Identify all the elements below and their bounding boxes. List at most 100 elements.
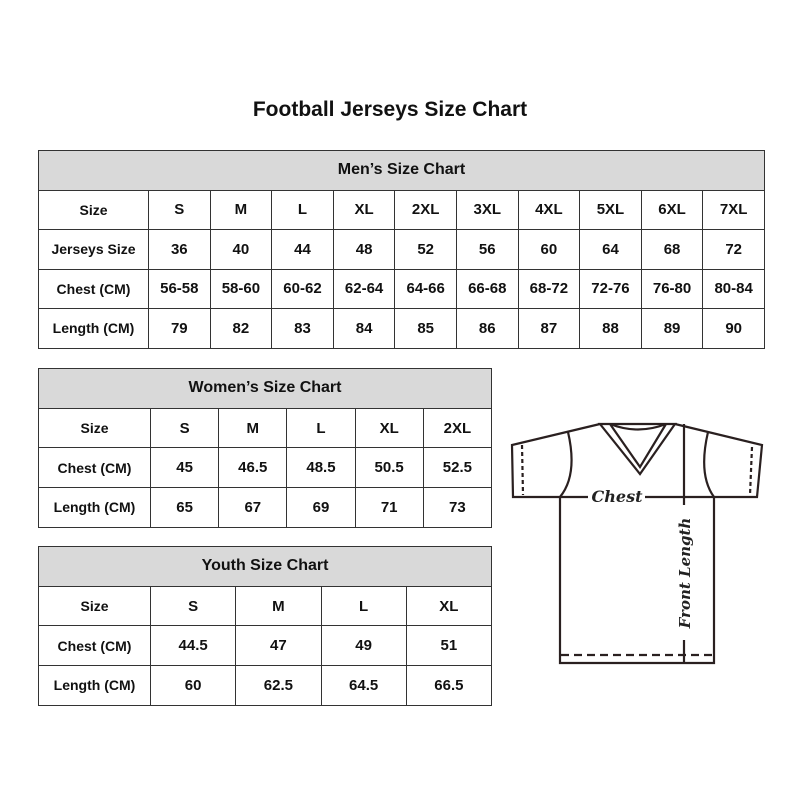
table-cell: 90 xyxy=(702,308,765,349)
table-cell: 84 xyxy=(332,308,396,349)
page-title: Football Jerseys Size Chart xyxy=(252,98,528,121)
table-cell: 71 xyxy=(354,487,424,528)
table-cell: M xyxy=(218,407,288,449)
table-cell: L xyxy=(286,407,356,449)
table-row: Length (CM) 65 67 69 71 73 xyxy=(38,487,493,528)
youth-size-table: Youth Size Chart Size S M L XL Chest (CM) 44.5 4… xyxy=(37,546,493,706)
table-cell: 76-80 xyxy=(640,268,704,309)
table-cell: 2XL xyxy=(394,189,457,230)
table-cell: 52 xyxy=(394,229,457,270)
table-row: Chest (CM) 45 46.5 48.5 50.5 52.5 xyxy=(38,447,493,489)
row-label: Chest (CM) xyxy=(38,268,149,309)
table-cell: 66-68 xyxy=(455,268,519,309)
table-cell: 65 xyxy=(149,487,220,528)
table-row: Chest (CM) 56-58 58-60 60-62 62-64 64-66 66-68… xyxy=(38,268,765,309)
table-cell: 4XL xyxy=(517,189,581,230)
table-cell: 86 xyxy=(455,308,519,349)
table-cell: 87 xyxy=(517,308,581,349)
table-cell: M xyxy=(209,189,273,230)
table-cell: 44 xyxy=(271,229,334,270)
table-cell: S xyxy=(149,585,237,627)
jersey-outline xyxy=(510,422,764,665)
table-cell: 89 xyxy=(640,308,704,349)
table-cell: 64 xyxy=(579,229,642,270)
table-cell: 66.5 xyxy=(405,665,493,706)
row-label: Size xyxy=(38,407,151,449)
table-cell: 85 xyxy=(394,308,457,349)
table-cell: 50.5 xyxy=(354,447,424,489)
table-cell: 64-66 xyxy=(394,268,457,309)
table-row: Size S M L XL xyxy=(38,585,493,627)
table-cell: 45 xyxy=(149,447,220,489)
table-cell: L xyxy=(320,585,407,627)
table-cell: 60-62 xyxy=(271,268,334,309)
men-table-caption: Men’s Size Chart xyxy=(38,150,765,191)
table-cell: 48 xyxy=(332,229,396,270)
table-cell: 88 xyxy=(579,308,642,349)
row-label: Length (CM) xyxy=(38,308,149,349)
table-cell: 64.5 xyxy=(320,665,407,706)
table-cell: 56 xyxy=(455,229,519,270)
table-row: Jerseys Size 36 40 44 48 52 56 60 64 68 72 xyxy=(38,229,765,270)
table-cell: S xyxy=(149,407,220,449)
table-cell: XL xyxy=(354,407,424,449)
table-cell: M xyxy=(235,585,322,627)
table-cell: L xyxy=(271,189,334,230)
chest-label: Chest xyxy=(592,487,644,506)
table-cell: 69 xyxy=(286,487,356,528)
table-cell: 58-60 xyxy=(209,268,273,309)
table-cell: 46.5 xyxy=(218,447,288,489)
table-cell: 67 xyxy=(218,487,288,528)
table-row: Size S M L XL 2XL xyxy=(38,407,493,449)
row-label: Length (CM) xyxy=(38,487,151,528)
table-cell: S xyxy=(148,189,211,230)
table-cell: 44.5 xyxy=(149,625,237,667)
table-cell: 62-64 xyxy=(332,268,396,309)
table-cell: 7XL xyxy=(702,189,765,230)
table-cell: 62.5 xyxy=(235,665,322,706)
table-cell: 2XL xyxy=(422,407,493,449)
youth-table-caption: Youth Size Chart xyxy=(37,546,493,587)
table-cell: 5XL xyxy=(579,189,642,230)
table-cell: 48.5 xyxy=(286,447,356,489)
row-label: Chest (CM) xyxy=(38,625,151,667)
sleeve-hems xyxy=(520,444,754,496)
table-row: Size S M L XL 2XL 3XL 4XL 5XL 6XL 7XL xyxy=(38,189,765,230)
table-cell: 60 xyxy=(149,665,237,706)
front-length-label: Front Length xyxy=(676,518,694,630)
table-cell: 51 xyxy=(405,625,493,667)
row-label: Size xyxy=(38,189,149,230)
collar xyxy=(597,422,678,476)
row-label: Chest (CM) xyxy=(38,447,151,489)
jersey-diagram: Chest Front Length xyxy=(510,422,764,665)
table-cell: XL xyxy=(332,189,396,230)
table-cell: 40 xyxy=(209,229,273,270)
table-cell: 52.5 xyxy=(422,447,493,489)
table-row: Length (CM) 60 62.5 64.5 66.5 xyxy=(38,665,493,706)
womens-size-table: Women’s Size Chart Size S M L XL 2XL Chest (CM)… xyxy=(37,368,493,528)
table-cell: 36 xyxy=(148,229,211,270)
table-cell: 68-72 xyxy=(517,268,581,309)
table-cell: 60 xyxy=(517,229,581,270)
table-cell: 56-58 xyxy=(148,268,211,309)
table-cell: 72-76 xyxy=(579,268,642,309)
row-label: Length (CM) xyxy=(38,665,151,706)
women-table-caption: Women’s Size Chart xyxy=(37,368,493,409)
armholes xyxy=(559,431,715,498)
table-cell: 68 xyxy=(640,229,704,270)
row-label: Jerseys Size xyxy=(38,229,149,270)
table-cell: 73 xyxy=(422,487,493,528)
table-cell: 82 xyxy=(209,308,273,349)
table-cell: XL xyxy=(405,585,493,627)
table-cell: 3XL xyxy=(455,189,519,230)
table-row: Chest (CM) 44.5 47 49 51 xyxy=(38,625,493,667)
table-cell: 83 xyxy=(271,308,334,349)
table-cell: 79 xyxy=(148,308,211,349)
row-label: Size xyxy=(38,585,151,627)
table-cell: 47 xyxy=(235,625,322,667)
table-row: Length (CM) 79 82 83 84 85 86 87 88 89 90 xyxy=(38,308,765,349)
mens-size-table: Men’s Size Chart Size S M L XL 2XL 3XL 4XL 5XL 6XL… xyxy=(38,150,765,349)
table-cell: 6XL xyxy=(640,189,704,230)
table-cell: 72 xyxy=(702,229,765,270)
table-cell: 49 xyxy=(320,625,407,667)
